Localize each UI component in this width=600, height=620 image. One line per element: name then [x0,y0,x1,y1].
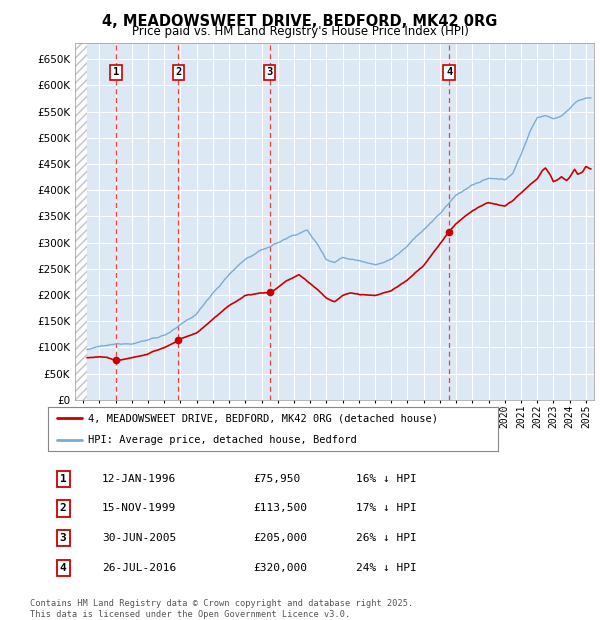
Text: 12-JAN-1996: 12-JAN-1996 [102,474,176,484]
Text: 4, MEADOWSWEET DRIVE, BEDFORD, MK42 0RG (detached house): 4, MEADOWSWEET DRIVE, BEDFORD, MK42 0RG … [89,414,439,423]
Text: 17% ↓ HPI: 17% ↓ HPI [356,503,416,513]
Text: Contains HM Land Registry data © Crown copyright and database right 2025.
This d: Contains HM Land Registry data © Crown c… [30,600,413,619]
Text: 16% ↓ HPI: 16% ↓ HPI [356,474,416,484]
Text: 1: 1 [113,67,119,78]
Text: 4: 4 [446,67,452,78]
Text: Price paid vs. HM Land Registry's House Price Index (HPI): Price paid vs. HM Land Registry's House … [131,25,469,38]
Text: 26-JUL-2016: 26-JUL-2016 [102,563,176,573]
Text: 4, MEADOWSWEET DRIVE, BEDFORD, MK42 0RG: 4, MEADOWSWEET DRIVE, BEDFORD, MK42 0RG [103,14,497,29]
Text: 2: 2 [60,503,67,513]
Text: 2: 2 [175,67,182,78]
Text: £320,000: £320,000 [253,563,307,573]
Text: 3: 3 [266,67,273,78]
Text: 15-NOV-1999: 15-NOV-1999 [102,503,176,513]
Text: £205,000: £205,000 [253,533,307,543]
Text: 4: 4 [60,563,67,573]
Text: 3: 3 [60,533,67,543]
Text: 1: 1 [60,474,67,484]
Text: 24% ↓ HPI: 24% ↓ HPI [356,563,416,573]
Text: £75,950: £75,950 [253,474,301,484]
Text: 30-JUN-2005: 30-JUN-2005 [102,533,176,543]
Text: £113,500: £113,500 [253,503,307,513]
Text: HPI: Average price, detached house, Bedford: HPI: Average price, detached house, Bedf… [89,435,357,445]
Text: 26% ↓ HPI: 26% ↓ HPI [356,533,416,543]
